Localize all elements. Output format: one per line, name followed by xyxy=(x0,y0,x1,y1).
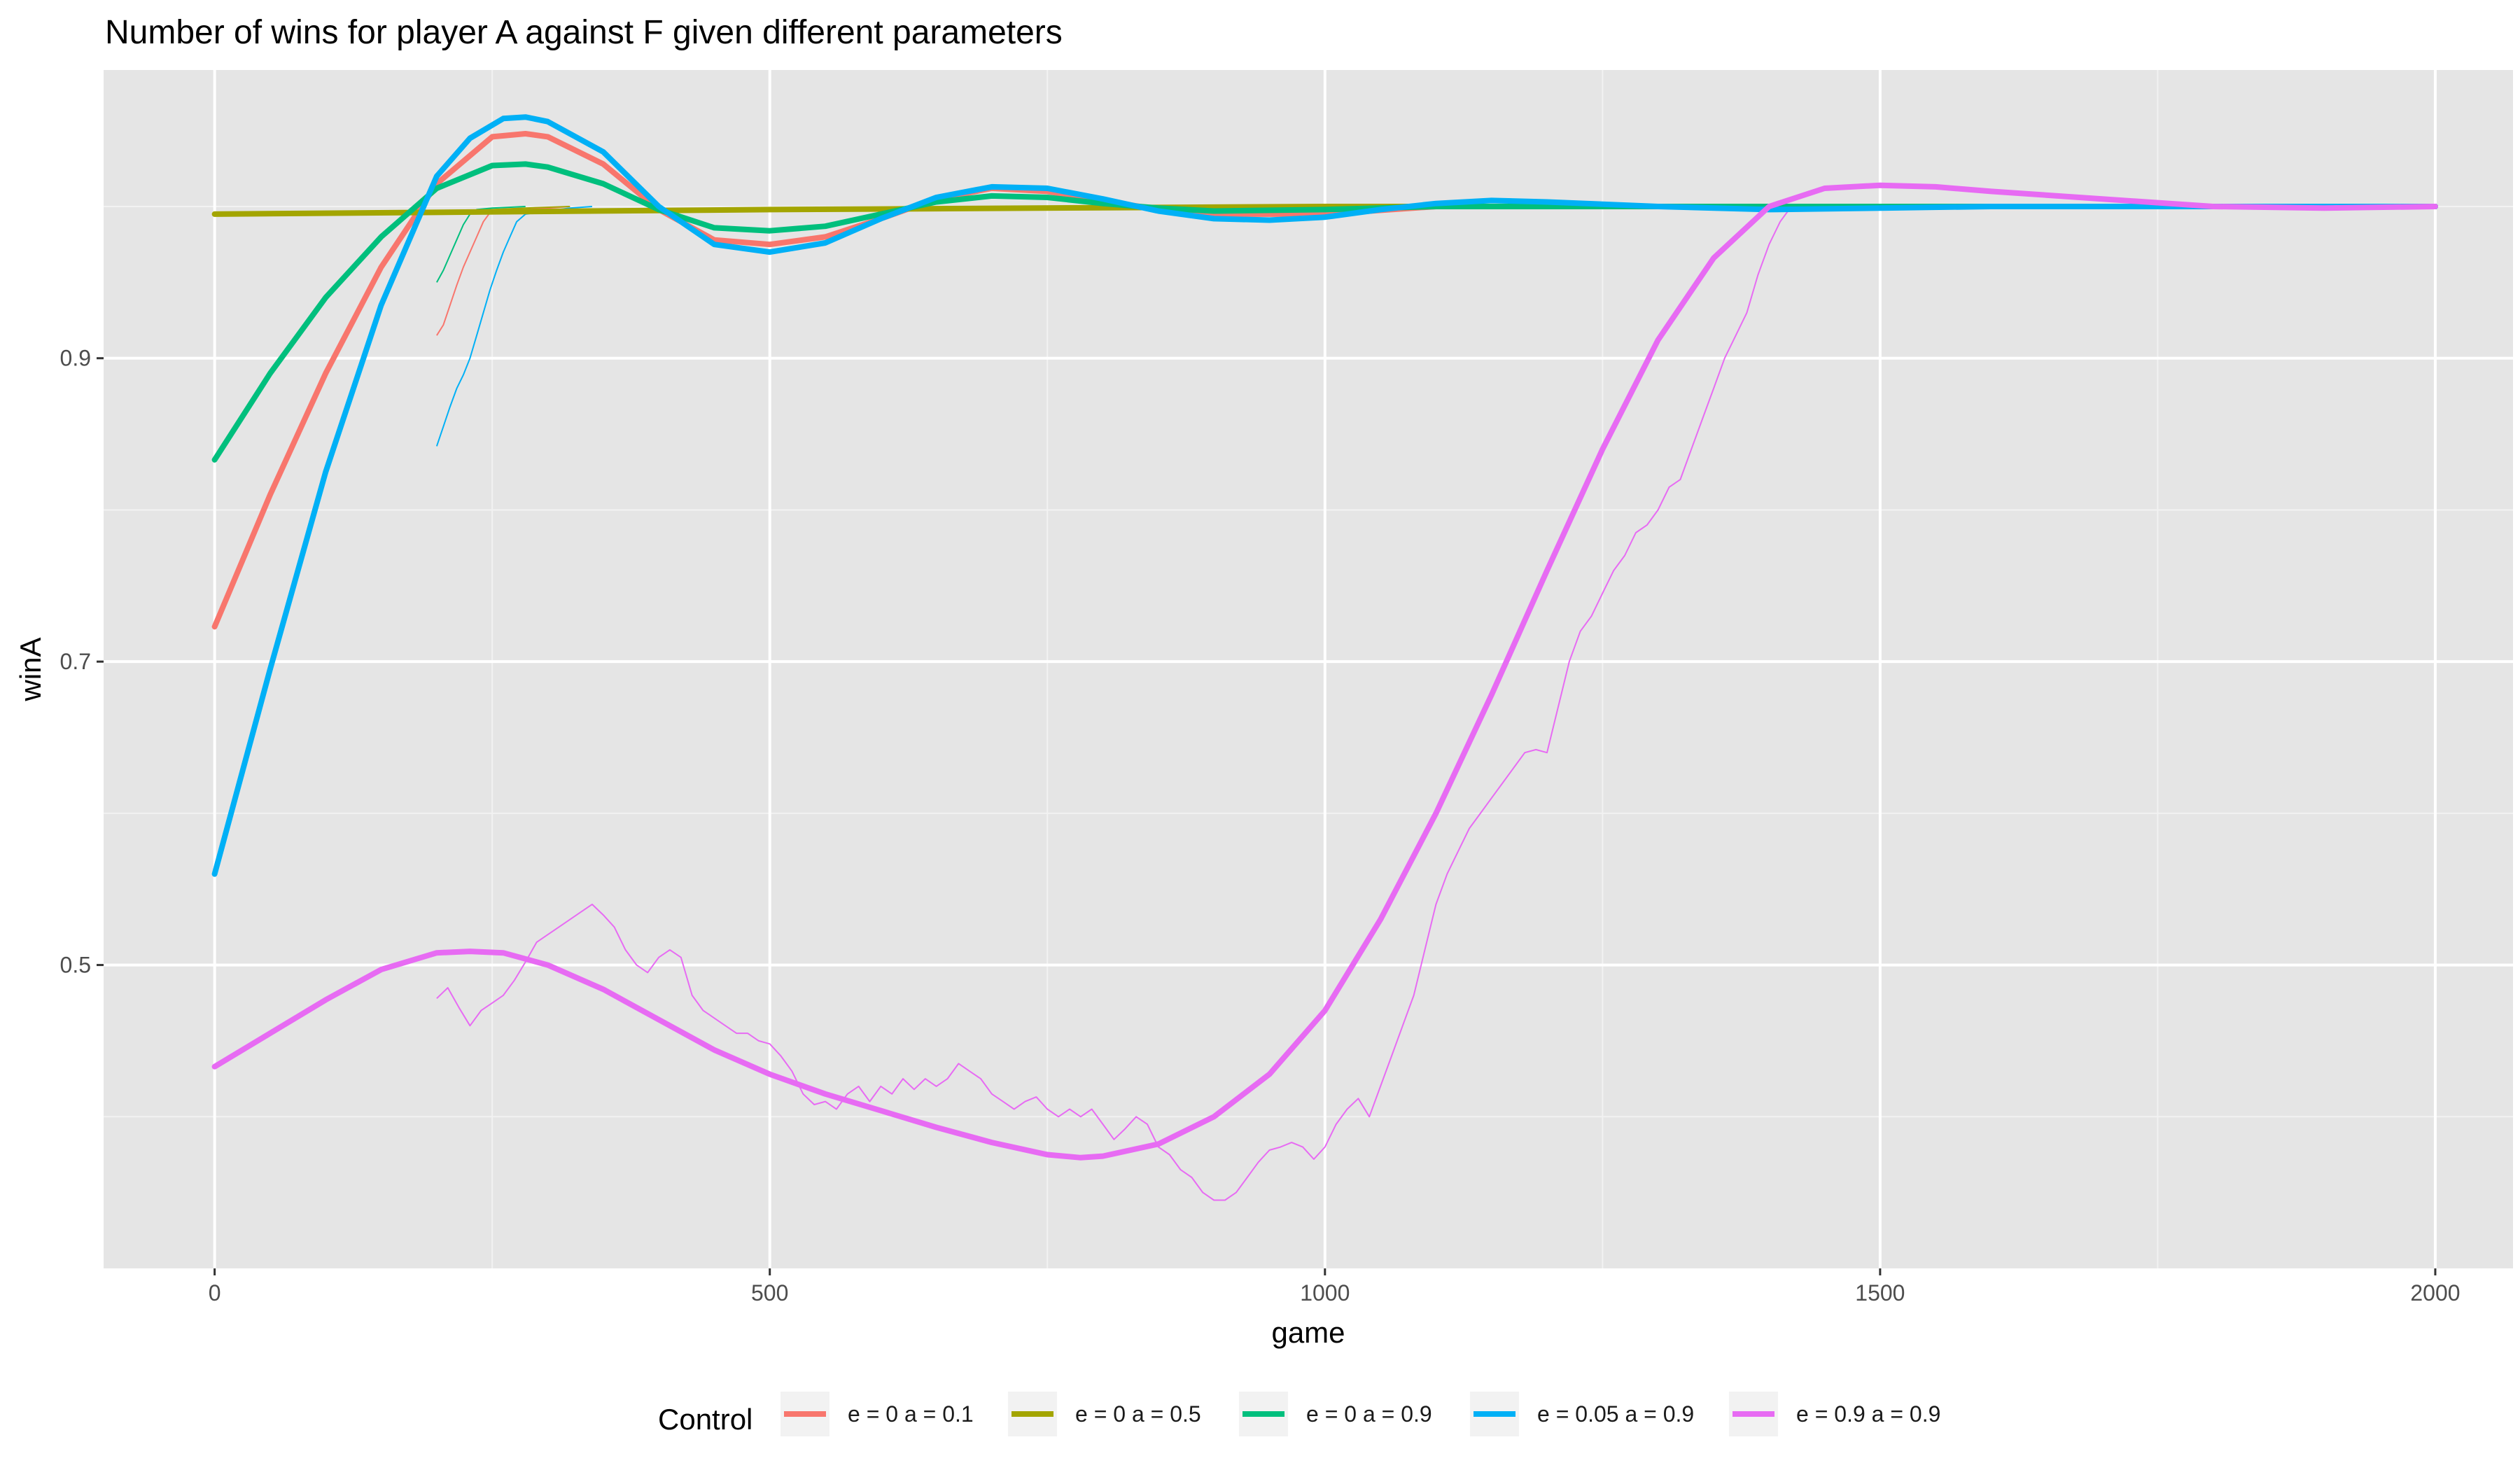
x-tick-label: 2000 xyxy=(2410,1280,2460,1306)
series-smooth-line-5 xyxy=(211,182,2438,1161)
legend-label: e = 0 a = 0.9 xyxy=(1306,1401,1432,1427)
series-raw-line-5 xyxy=(436,206,1792,1201)
x-axis: 0 500 1000 1500 2000 xyxy=(209,1268,2460,1306)
x-tick-label: 1500 xyxy=(1855,1280,1905,1306)
y-tick-label: 0.5 xyxy=(60,953,91,978)
legend: Control e = 0 a = 0.1 e = 0 a = 0.5 e = 0 … xyxy=(658,1392,1940,1436)
legend-label: e = 0 a = 0.5 xyxy=(1075,1401,1201,1427)
grid-major xyxy=(104,70,2513,1268)
y-axis: 0.5 0.7 0.9 xyxy=(60,346,104,978)
x-tick-label: 1000 xyxy=(1300,1280,1350,1306)
legend-label: e = 0.05 a = 0.9 xyxy=(1537,1401,1694,1427)
legend-label: e = 0 a = 0.1 xyxy=(848,1401,974,1427)
legend-title: Control xyxy=(658,1403,752,1436)
y-tick-label: 0.7 xyxy=(60,649,91,674)
series-raw-line-3 xyxy=(436,206,526,283)
grid-minor xyxy=(104,70,2513,1268)
series-smooth-group xyxy=(211,114,2438,1161)
y-tick-label: 0.9 xyxy=(60,346,91,371)
legend-label: e = 0.9 a = 0.9 xyxy=(1796,1401,1940,1427)
series-smooth-line-4 xyxy=(211,114,2438,877)
x-tick-label: 500 xyxy=(751,1280,788,1306)
x-axis-title: game xyxy=(1271,1316,1345,1349)
plot-panel xyxy=(104,70,2513,1268)
y-axis-title: winA xyxy=(14,637,47,701)
chart-title: Number of wins for player A against F gi… xyxy=(105,14,1063,51)
x-tick-label: 0 xyxy=(209,1280,221,1306)
